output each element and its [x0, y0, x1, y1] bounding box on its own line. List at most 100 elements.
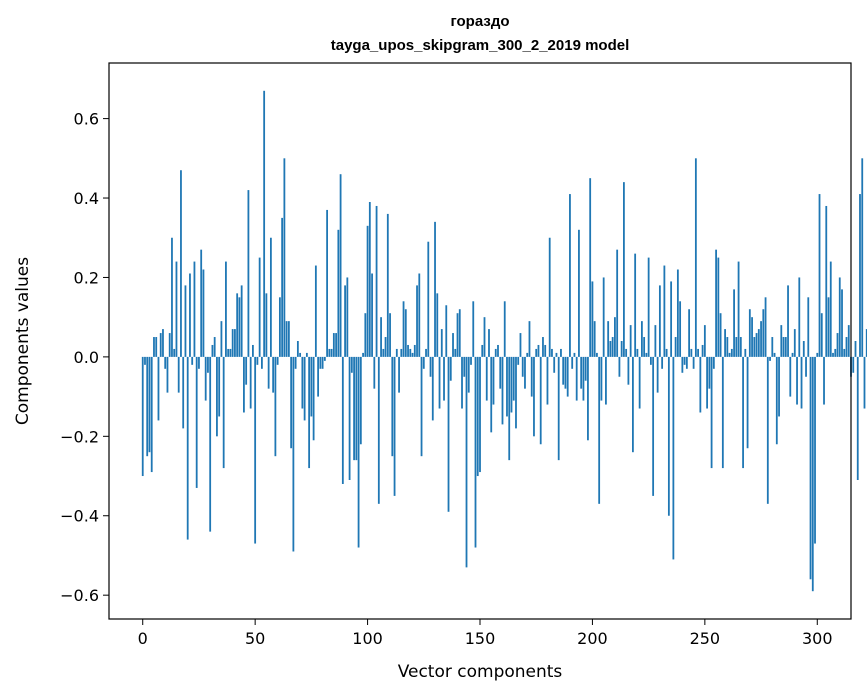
bar-39 — [229, 348, 232, 357]
bar-4 — [150, 356, 153, 473]
bar-273 — [755, 333, 758, 357]
bar-106 — [380, 317, 382, 357]
bar-80 — [321, 356, 324, 369]
bar-241 — [683, 356, 686, 365]
bar-271 — [751, 317, 753, 357]
bar-245 — [692, 356, 695, 369]
bar-216 — [627, 356, 630, 385]
bar-159 — [499, 356, 502, 389]
bar-36 — [222, 356, 225, 469]
bar-192 — [573, 352, 576, 357]
bar-284 — [780, 325, 783, 357]
bar-171 — [526, 352, 529, 357]
x-axis-ticks: 0 50 100 150 200 250 300 — [138, 619, 833, 648]
bar-251 — [706, 356, 708, 409]
bar-55 — [265, 293, 268, 357]
bar-252 — [708, 356, 711, 389]
bar-212 — [618, 356, 621, 377]
bar-85 — [332, 333, 335, 357]
bar-285 — [782, 337, 785, 357]
bar-201 — [593, 321, 596, 357]
bar-281 — [773, 352, 776, 357]
bar-224 — [645, 352, 648, 357]
y-axis-ticks: −0.6 −0.4 −0.2 0.0 0.2 0.4 0.6 — [60, 110, 109, 605]
bar-261 — [728, 352, 731, 357]
bar-135 — [445, 305, 448, 357]
bar-46 — [245, 356, 248, 385]
bar-125 — [422, 356, 425, 369]
chart-subtitle: tayga_upos_skipgram_300_2_2019 model — [331, 37, 630, 54]
bar-199 — [589, 178, 592, 357]
bar-291 — [796, 356, 798, 405]
bar-104 — [375, 205, 378, 357]
bar-264 — [735, 337, 738, 357]
bar-64 — [285, 321, 288, 357]
bar-168 — [519, 333, 522, 357]
x-tick-label-50: 50 — [245, 629, 265, 648]
bar-32 — [213, 337, 216, 357]
bar-56 — [267, 356, 270, 389]
bar-175 — [535, 348, 538, 357]
bar-95 — [355, 356, 358, 461]
bar-319 — [859, 194, 861, 357]
bar-140 — [456, 313, 459, 357]
bar-66 — [290, 356, 293, 449]
bar-322 — [865, 329, 867, 357]
bar-76 — [312, 356, 315, 441]
bar-228 — [654, 325, 657, 357]
bar-11 — [166, 356, 169, 393]
bar-107 — [382, 348, 385, 357]
bar-256 — [717, 257, 720, 357]
bar-115 — [400, 348, 403, 357]
bar-3 — [148, 356, 151, 453]
bar-185 — [557, 356, 560, 461]
bar-222 — [640, 321, 643, 357]
bar-158 — [497, 344, 499, 357]
bar-265 — [737, 261, 740, 357]
bar-274 — [757, 329, 760, 357]
bar-35 — [220, 321, 223, 357]
bar-280 — [771, 337, 774, 357]
bar-226 — [649, 356, 652, 365]
bar-172 — [528, 321, 531, 357]
bar-31 — [211, 344, 214, 357]
bar-7 — [157, 356, 160, 421]
bar-214 — [623, 182, 625, 357]
bar-111 — [391, 356, 394, 457]
bar-176 — [537, 344, 540, 357]
bar-57 — [269, 237, 272, 357]
bar-5 — [153, 337, 155, 357]
bar-79 — [319, 356, 322, 369]
bar-9 — [162, 329, 164, 357]
bar-138 — [452, 333, 454, 357]
bar-47 — [247, 190, 250, 357]
bar-131 — [436, 293, 439, 357]
bar-190 — [569, 194, 571, 357]
bar-296 — [807, 297, 810, 357]
bar-225 — [647, 257, 650, 357]
bar-34 — [218, 356, 221, 417]
bar-8 — [159, 333, 162, 357]
bar-218 — [632, 356, 634, 453]
bar-112 — [393, 356, 396, 496]
bar-60 — [276, 356, 279, 365]
bar-156 — [492, 356, 495, 405]
bar-179 — [544, 344, 547, 357]
bar-253 — [710, 356, 713, 469]
bar-242 — [685, 356, 688, 369]
bar-316 — [852, 356, 855, 373]
bar-270 — [748, 309, 751, 357]
bar-67 — [292, 356, 295, 552]
bar-290 — [793, 329, 796, 357]
bar-88 — [339, 174, 342, 357]
bar-298 — [811, 356, 814, 592]
bar-267 — [742, 356, 744, 469]
bar-200 — [591, 281, 594, 357]
bar-306 — [829, 261, 832, 357]
bar-72 — [303, 356, 306, 421]
bar-26 — [200, 249, 203, 357]
bar-109 — [386, 213, 389, 357]
bar-163 — [508, 356, 511, 461]
bar-259 — [724, 329, 726, 357]
